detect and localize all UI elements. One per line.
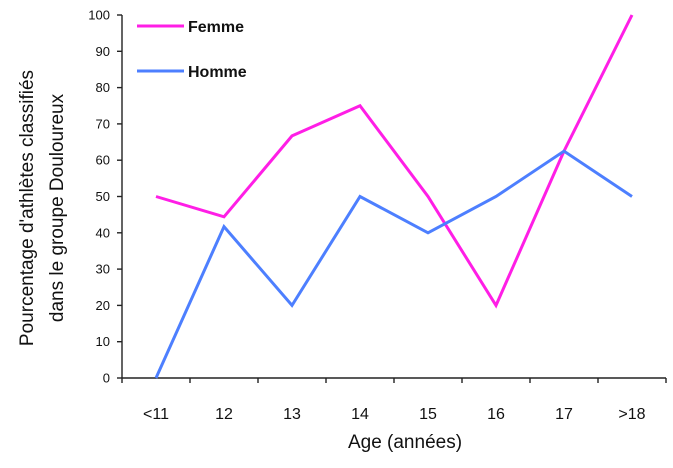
legend: Femme Homme [137,19,247,81]
y-tick-label: 90 [96,44,110,59]
x-tick-label: <11 [143,406,169,423]
y-tick-label: 20 [96,298,110,313]
y-tick-label: 70 [96,116,110,131]
y-axis-title-line2: dans le groupe Douloureux [47,93,68,322]
x-tick-label: 16 [487,406,505,423]
x-tick-label: 14 [351,406,369,423]
x-tick-label: 15 [419,406,437,423]
y-tick-label: 50 [96,189,110,204]
y-tick-label: 30 [96,262,110,277]
y-axis-title-line1: Pourcentage d'athlètes classifiés [17,70,38,346]
legend-label-homme: Homme [188,64,247,81]
series-line-homme [154,149,633,379]
x-tick-label: >18 [618,406,645,423]
y-tick-label: 0 [103,371,110,386]
y-tick-label: 10 [96,334,110,349]
series-line-femme [155,14,634,309]
x-axis-title: Age (années) [348,432,462,453]
legend-label-femme: Femme [188,19,244,36]
series-layer [154,14,634,379]
y-tick-label: 60 [96,153,110,168]
x-tick-label: 12 [215,406,233,423]
x-tick-label: 17 [555,406,573,423]
y-tick-label: 80 [96,80,110,95]
y-tick-label: 100 [88,8,110,23]
x-tick-label: 13 [283,406,301,423]
x-ticks: <11 12 13 14 15 16 17 >18 [121,378,667,423]
y-tick-label: 40 [96,225,110,240]
y-ticks: 0 10 20 30 40 50 60 70 80 90 100 [88,8,122,386]
